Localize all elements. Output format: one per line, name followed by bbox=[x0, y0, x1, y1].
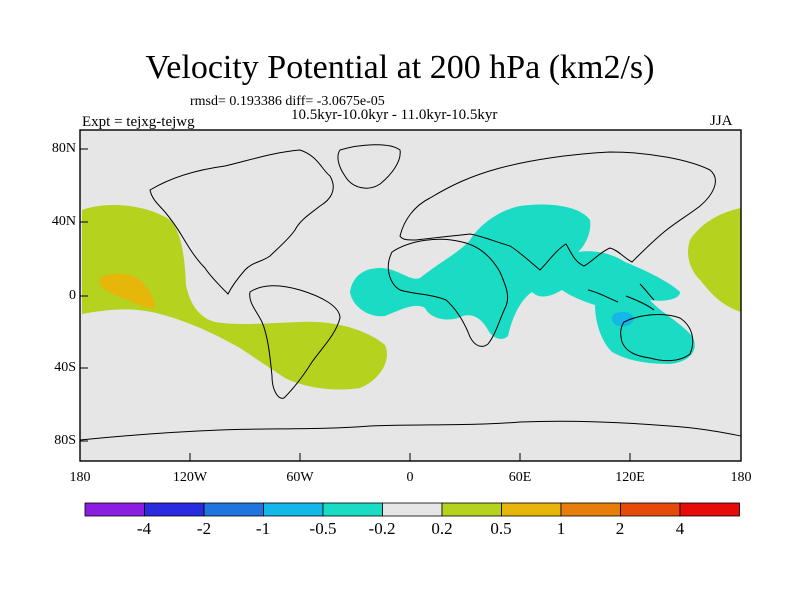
anomaly-positive-pacific bbox=[82, 205, 388, 390]
lon-label-0: 0 bbox=[406, 470, 414, 485]
colorbar-box bbox=[382, 502, 443, 517]
lat-label-40s: 40S bbox=[54, 360, 76, 375]
lat-label-80s: 80S bbox=[54, 433, 76, 448]
colorbar-box bbox=[322, 502, 383, 517]
anomaly-fields bbox=[82, 204, 741, 390]
colorbar-box bbox=[84, 502, 145, 517]
coast-indonesia bbox=[587, 283, 655, 311]
lon-label-180w: 180 bbox=[69, 470, 91, 485]
colorbar-label: 2 bbox=[615, 519, 625, 538]
lat-ticks bbox=[80, 148, 88, 442]
anomaly-core-pacific bbox=[99, 273, 155, 309]
experiment-label: Expt = tejxg-tejwg bbox=[82, 114, 195, 130]
anomaly-negative-core bbox=[611, 311, 634, 327]
period-label: 10.5kyr-10.0kyr - 11.0kyr-10.5kyr bbox=[291, 107, 498, 123]
coast-antarctica bbox=[79, 420, 742, 441]
lon-ticks bbox=[79, 453, 742, 461]
coast-australia bbox=[620, 314, 694, 362]
colorbar-label: 0.2 bbox=[431, 519, 453, 538]
lon-label-180e: 180 bbox=[730, 470, 752, 485]
coast-greenland bbox=[337, 144, 401, 189]
lon-label-60e: 60E bbox=[508, 470, 532, 485]
colorbar-box bbox=[679, 502, 740, 517]
lat-label-40n: 40N bbox=[51, 214, 76, 229]
colorbar bbox=[84, 502, 740, 517]
season-label: JJA bbox=[710, 113, 733, 129]
colorbar-box bbox=[263, 502, 324, 517]
colorbar-box bbox=[501, 502, 562, 517]
lon-label-60w: 60W bbox=[286, 470, 314, 485]
coastlines bbox=[79, 144, 742, 441]
colorbar-label: -2 bbox=[196, 519, 212, 538]
lon-label-120w: 120W bbox=[172, 470, 208, 485]
anomaly-negative-eastern-hemisphere bbox=[350, 204, 695, 364]
colorbar-label: -4 bbox=[136, 519, 152, 538]
coast-south-america bbox=[249, 285, 341, 399]
colorbar-label: 0.5 bbox=[490, 519, 512, 538]
coast-north-america bbox=[149, 149, 334, 295]
colorbar-box bbox=[560, 502, 621, 517]
colorbar-label: -1 bbox=[255, 519, 271, 538]
coast-africa bbox=[387, 238, 509, 347]
colorbar-label: 4 bbox=[675, 519, 685, 538]
colorbar-label: -0.5 bbox=[309, 519, 337, 538]
colorbar-box bbox=[203, 502, 264, 517]
colorbar-label: -0.2 bbox=[368, 519, 396, 538]
lat-label-80n: 80N bbox=[51, 141, 76, 156]
lon-label-120e: 120E bbox=[615, 470, 645, 485]
colorbar-box bbox=[441, 502, 502, 517]
colorbar-box bbox=[144, 502, 205, 517]
coast-eurasia bbox=[399, 151, 716, 271]
lat-label-eq: 0 bbox=[69, 288, 76, 303]
colorbar-box bbox=[620, 502, 681, 517]
anomaly-positive-west-pacific bbox=[688, 208, 741, 312]
stats-line: rmsd= 0.193386 diff= -3.0675e-05 bbox=[190, 94, 385, 109]
chart-title: Velocity Potential at 200 hPa (km2/s) bbox=[145, 49, 655, 86]
colorbar-label: 1 bbox=[556, 519, 566, 538]
